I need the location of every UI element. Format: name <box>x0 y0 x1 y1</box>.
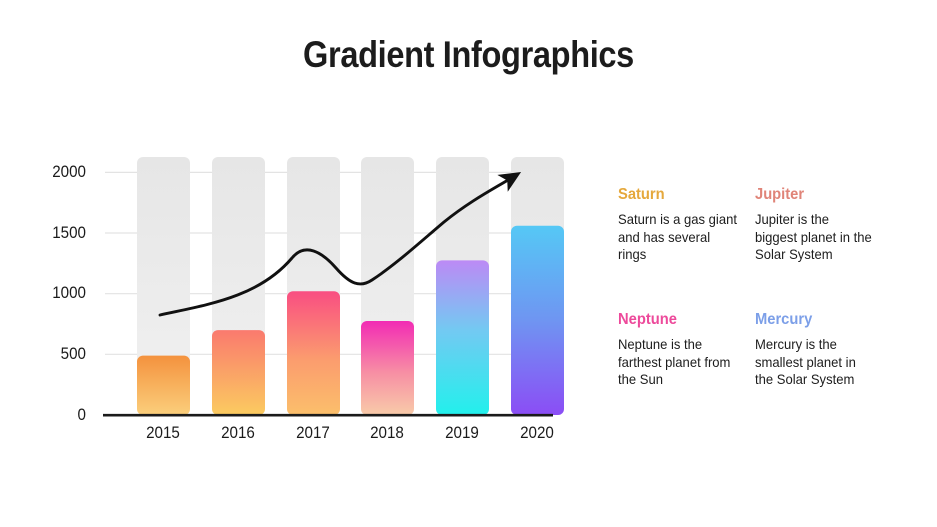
bar-chart: 2000 1500 1000 500 0 2015 2016 2017 2018… <box>52 157 564 442</box>
growth-trend-arrow <box>158 171 522 317</box>
x-tick-2017: 2017 <box>296 424 330 442</box>
y-tick-1000: 1000 <box>52 284 86 302</box>
legend-item-saturn[interactable]: Saturn Saturn is a gas giant and has sev… <box>618 186 738 264</box>
x-tick-2019: 2019 <box>445 424 479 442</box>
legend-title-mercury: Mercury <box>755 311 813 328</box>
bar-tracks <box>137 157 564 415</box>
legend-desc-jupiter: Jupiter is the biggest planet in the Sol… <box>755 212 872 262</box>
legend-desc-neptune: Neptune is the farthest planet from the … <box>618 337 731 387</box>
legend-item-mercury[interactable]: Mercury Mercury is the smallest planet i… <box>755 311 875 389</box>
legend-title-saturn: Saturn <box>618 186 665 203</box>
y-tick-500: 500 <box>60 345 86 363</box>
bar-2019[interactable] <box>436 260 489 415</box>
chart-svg <box>103 157 564 417</box>
y-tick-0: 0 <box>77 406 86 424</box>
x-tick-2018: 2018 <box>370 424 404 442</box>
bar-2016[interactable] <box>212 330 265 415</box>
legend-title-neptune: Neptune <box>618 311 677 328</box>
legend-item-neptune[interactable]: Neptune Neptune is the farthest planet f… <box>618 311 738 389</box>
legend: Saturn Saturn is a gas giant and has sev… <box>618 186 918 426</box>
legend-title-jupiter: Jupiter <box>755 186 805 203</box>
bar-2015[interactable] <box>137 355 190 415</box>
bar-2020[interactable] <box>511 225 564 415</box>
x-tick-2020: 2020 <box>520 424 554 442</box>
x-tick-2016: 2016 <box>221 424 255 442</box>
y-tick-1500: 1500 <box>52 224 86 242</box>
page-title: Gradient Infographics <box>303 34 634 75</box>
bar-series <box>137 225 564 415</box>
legend-desc-mercury: Mercury is the smallest planet in the So… <box>755 337 856 387</box>
y-tick-2000: 2000 <box>52 163 86 181</box>
legend-desc-saturn: Saturn is a gas giant and has several ri… <box>618 212 737 262</box>
x-tick-2015: 2015 <box>146 424 180 442</box>
bar-2018[interactable] <box>361 321 414 415</box>
legend-item-jupiter[interactable]: Jupiter Jupiter is the biggest planet in… <box>755 186 875 264</box>
bar-2017[interactable] <box>287 291 340 415</box>
